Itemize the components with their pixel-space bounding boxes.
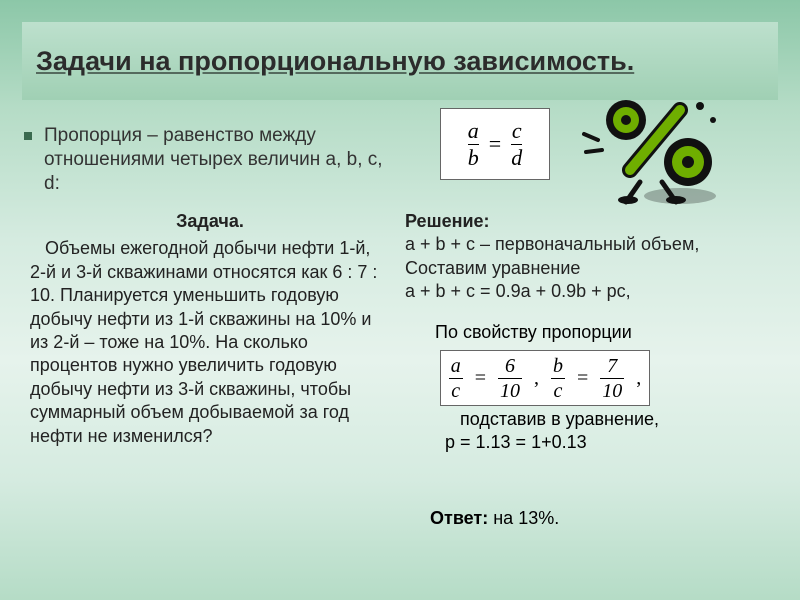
fraction-ab: a b	[468, 120, 479, 169]
proportion-property-label: По свойству пропорции	[435, 322, 775, 343]
subst-line2: p = 1.13 = 1+0.13	[430, 432, 587, 452]
subst-line1: подставив в уравнение,	[430, 409, 659, 429]
bullet-icon	[24, 132, 32, 140]
proportion-formula: a b = c d	[468, 120, 522, 169]
proportion-values-box: a c = 6 10 , b c = 7 10 ,	[440, 350, 650, 406]
problem-text: Объемы ежегодной добычи нефти 1-й, 2-й и…	[30, 238, 382, 445]
fraction-ac: a c	[449, 356, 463, 401]
solution-heading: Решение:	[405, 211, 490, 231]
intro-text: Пропорция – равенство между отношениями …	[44, 124, 384, 195]
fraction-bc: b c	[551, 356, 565, 401]
solution-line2: Составим уравнение	[405, 258, 580, 278]
fraction-6-10: 6 10	[498, 356, 522, 401]
proportion-formula-box: a b = c d	[440, 108, 550, 180]
numer-c: c	[512, 120, 522, 142]
substitution-block: подставив в уравнение, p = 1.13 = 1+0.13	[430, 408, 770, 455]
answer-label: Ответ:	[430, 508, 488, 528]
solution-line1: a + b + c – первоначальный объем,	[405, 234, 699, 254]
denom-b: b	[468, 147, 479, 169]
fraction-7-10: 7 10	[600, 356, 624, 401]
equals-sign: =	[489, 131, 501, 157]
answer-value: на 13%.	[488, 508, 559, 528]
problem-block: Задача. Объемы ежегодной добычи нефти 1-…	[30, 210, 390, 448]
percent-clipart-icon	[580, 90, 730, 210]
problem-heading: Задача.	[30, 210, 390, 233]
page-title: Задачи на пропорциональную зависимость.	[36, 46, 634, 77]
numer-a: a	[468, 120, 479, 142]
solution-line3: a + b + c = 0.9a + 0.9b + pc,	[405, 281, 631, 301]
solution-block: Решение: a + b + c – первоначальный объе…	[405, 210, 785, 304]
fraction-cd: c d	[511, 120, 522, 169]
title-bar: Задачи на пропорциональную зависимость.	[22, 22, 778, 100]
denom-d: d	[511, 147, 522, 169]
answer-block: Ответ: на 13%.	[430, 508, 770, 529]
